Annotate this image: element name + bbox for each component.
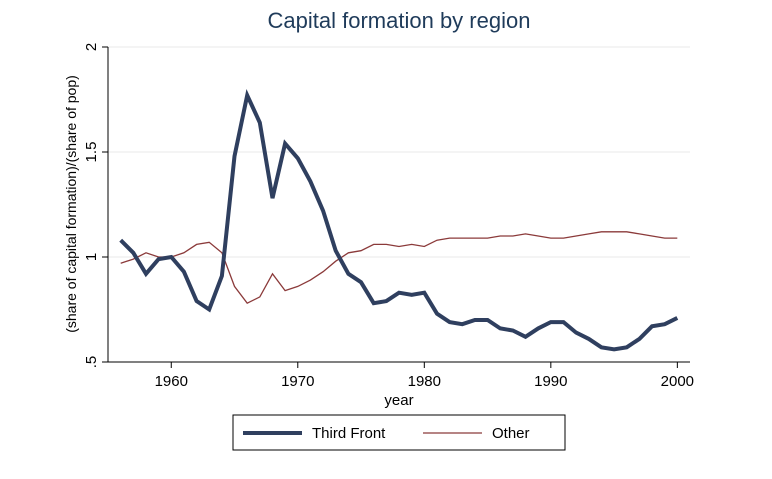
x-tick-label: 1960 [155, 373, 188, 390]
series-line-other [120, 231, 678, 305]
x-tick-label: 1970 [281, 373, 314, 390]
y-tick-label: 2 [83, 43, 100, 51]
y-tick-label: .5 [83, 356, 100, 369]
plot-series [119, 88, 679, 352]
y-axis-ticks: .5 1 1.5 2 [83, 43, 108, 368]
legend-label-other: Other [492, 425, 530, 442]
y-axis-label: (share of capital formation)/(share of p… [63, 75, 79, 333]
x-tick-label: 2000 [661, 373, 694, 390]
legend: Third Front Other [232, 414, 566, 451]
y-tick-label: 1.5 [83, 142, 100, 163]
y-tick-label: 1 [83, 253, 100, 261]
chart-title: Capital formation by region [268, 8, 531, 33]
x-tick-label: 1980 [408, 373, 441, 390]
x-axis-label: year [384, 392, 413, 409]
x-tick-label: 1990 [534, 373, 567, 390]
x-axis-ticks: 1960 1970 1980 1990 2000 [155, 362, 694, 390]
series-line-third-front [119, 88, 679, 352]
grid-lines [108, 46, 690, 363]
legend-label-third-front: Third Front [312, 425, 386, 442]
